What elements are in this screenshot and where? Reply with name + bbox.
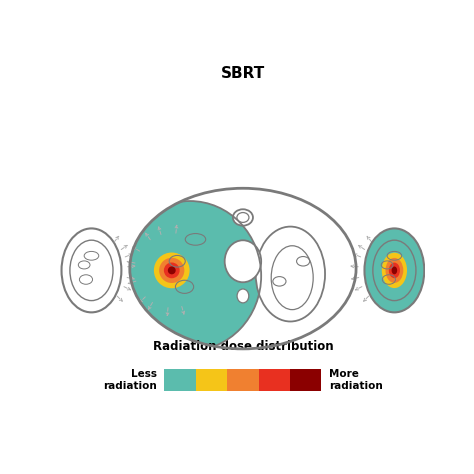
Ellipse shape (389, 263, 400, 278)
Ellipse shape (271, 246, 313, 310)
Ellipse shape (365, 228, 424, 312)
Bar (227, 369, 259, 391)
Bar (259, 369, 290, 391)
Ellipse shape (385, 258, 403, 283)
Ellipse shape (382, 253, 407, 288)
Ellipse shape (225, 240, 261, 282)
Ellipse shape (376, 245, 413, 296)
Text: Radiation dose distribution: Radiation dose distribution (153, 339, 333, 353)
Ellipse shape (130, 188, 356, 349)
Text: SBRT: SBRT (221, 66, 265, 81)
Ellipse shape (154, 253, 190, 288)
Ellipse shape (237, 212, 249, 222)
Ellipse shape (365, 228, 424, 312)
Ellipse shape (255, 227, 325, 321)
Bar (164, 369, 196, 391)
Bar (290, 369, 321, 391)
Ellipse shape (62, 228, 121, 312)
Ellipse shape (70, 240, 113, 301)
Ellipse shape (146, 244, 198, 297)
Ellipse shape (233, 209, 253, 226)
Ellipse shape (237, 289, 249, 303)
Ellipse shape (119, 201, 261, 351)
Ellipse shape (168, 266, 176, 274)
Ellipse shape (159, 258, 184, 283)
Text: Less
radiation: Less radiation (103, 369, 157, 391)
Bar (196, 369, 227, 391)
Text: More
radiation: More radiation (328, 369, 383, 391)
Ellipse shape (392, 266, 397, 274)
Ellipse shape (164, 263, 180, 278)
